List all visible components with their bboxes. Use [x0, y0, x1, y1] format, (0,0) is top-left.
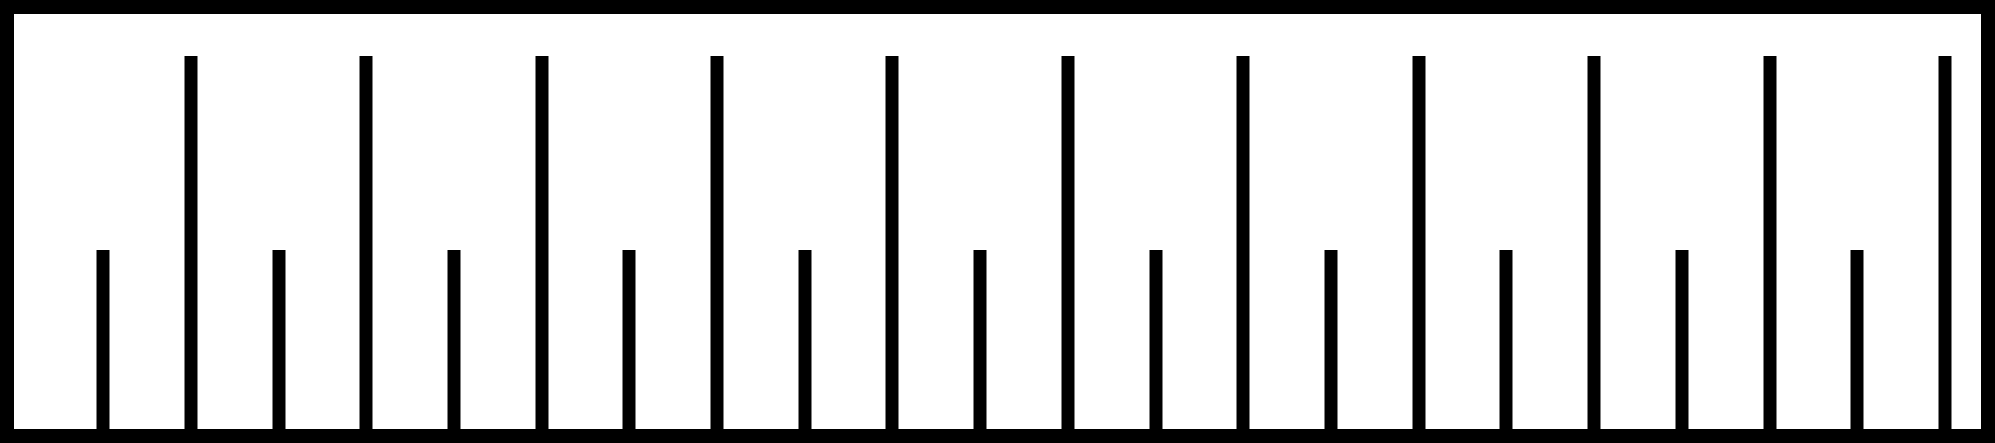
short-tick — [447, 250, 461, 429]
short-tick — [1499, 250, 1513, 429]
short-tick — [1850, 250, 1864, 429]
short-tick — [272, 250, 286, 429]
short-tick — [1324, 250, 1338, 429]
long-tick — [359, 56, 373, 429]
long-tick — [1763, 56, 1777, 429]
long-tick — [1938, 56, 1952, 429]
long-tick — [1061, 56, 1075, 429]
short-tick — [622, 250, 636, 429]
short-tick — [1675, 250, 1689, 429]
long-tick — [535, 56, 549, 429]
long-tick — [184, 56, 198, 429]
short-tick — [96, 250, 110, 429]
long-tick — [1412, 56, 1426, 429]
short-tick — [798, 250, 812, 429]
long-tick — [885, 56, 899, 429]
ruler-ticks — [96, 56, 1952, 429]
long-tick — [710, 56, 724, 429]
long-tick — [1236, 56, 1250, 429]
short-tick — [973, 250, 987, 429]
long-tick — [1587, 56, 1601, 429]
short-tick — [1149, 250, 1163, 429]
